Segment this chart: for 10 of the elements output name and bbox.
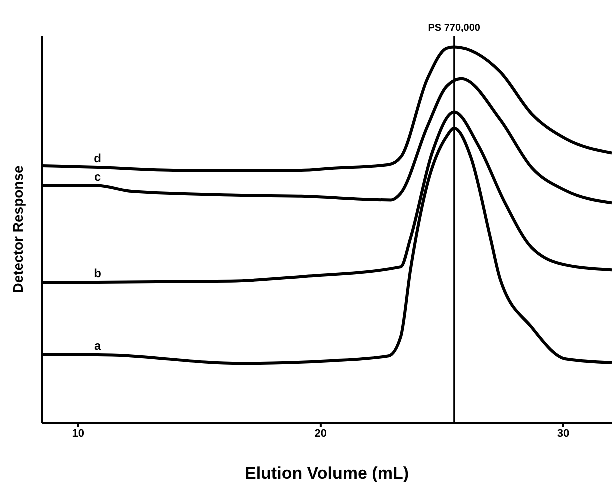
y-axis-title: Detector Response	[10, 165, 26, 294]
series-label: b	[94, 266, 102, 280]
x-tick-label: 10	[72, 428, 85, 440]
series-label: a	[94, 338, 102, 353]
x-tick-label: 30	[557, 428, 570, 440]
x-axis-title: Elution Volume (mL)	[244, 464, 410, 483]
series-label: c	[94, 170, 102, 184]
x-tick-label: 20	[314, 428, 328, 440]
ref-line-label: PS 770,000	[428, 23, 481, 34]
series-label: d	[94, 152, 102, 166]
